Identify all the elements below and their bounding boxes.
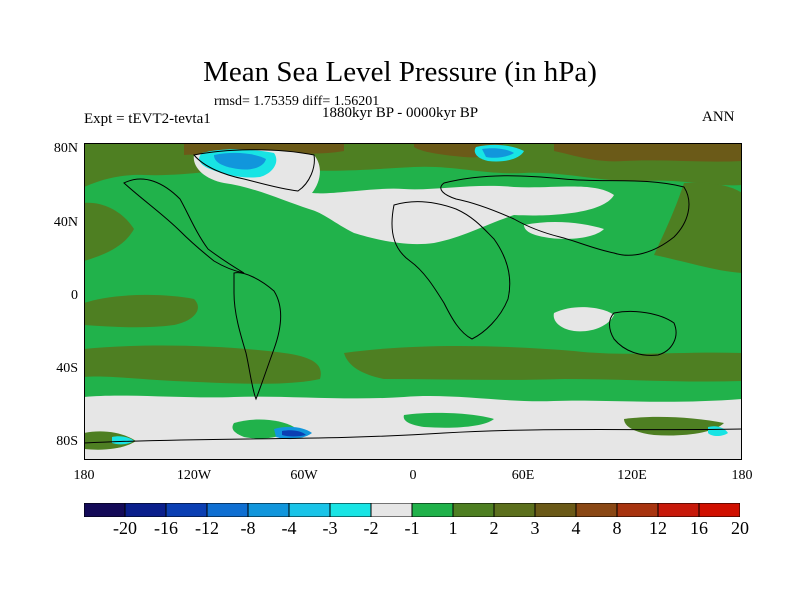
lon-tick-label: 180 bbox=[73, 468, 95, 483]
lon-tick-label: 180 bbox=[731, 468, 753, 483]
colorbar-label: 2 bbox=[489, 518, 499, 538]
colorbar-label: 12 bbox=[649, 518, 667, 538]
antarctic-cyan-anomaly bbox=[112, 436, 134, 445]
colorbar-swatch bbox=[575, 503, 618, 517]
colorbar-swatch bbox=[288, 503, 331, 517]
north-pacific-olive bbox=[84, 202, 134, 261]
colorbar-label: 16 bbox=[690, 518, 708, 538]
colorbar-swatch bbox=[534, 503, 577, 517]
colorbar-swatch bbox=[452, 503, 495, 517]
antarctic-olive-patch bbox=[84, 431, 136, 450]
arctic-blue-anomaly bbox=[482, 148, 514, 158]
experiment-label: Expt = tEVT2-tevta1 bbox=[84, 111, 211, 127]
colorbar-swatch bbox=[206, 503, 249, 517]
north-atlantic-gray bbox=[193, 149, 614, 245]
colorbar-swatch bbox=[329, 503, 372, 517]
lon-tick-label: 120E bbox=[617, 468, 647, 483]
pacific-olive bbox=[84, 294, 198, 328]
colorbar-label: -1 bbox=[404, 518, 420, 538]
colorbar-label: -4 bbox=[281, 518, 297, 538]
colorbar-swatch bbox=[657, 503, 700, 517]
colorbar-swatch bbox=[411, 503, 454, 517]
antarctic-olive-patch bbox=[624, 416, 724, 436]
rmsd-diff-stats: rmsd= 1.75359 diff= 1.56201 bbox=[214, 94, 380, 109]
colorbar-label: -8 bbox=[240, 518, 256, 538]
lon-tick-label: 60E bbox=[511, 468, 535, 483]
colorbar-swatch bbox=[124, 503, 167, 517]
colorbar-swatch bbox=[616, 503, 659, 517]
colorbar-swatch bbox=[370, 503, 413, 517]
colorbar-label: -12 bbox=[195, 518, 219, 538]
period-label: 1880kyr BP - 0000kyr BP bbox=[322, 105, 479, 121]
season-label: ANN bbox=[702, 109, 735, 125]
lat-tick-label: 40S bbox=[56, 361, 78, 376]
north-pacific-olive bbox=[654, 182, 742, 273]
antarctic-cyan-anomaly bbox=[708, 426, 728, 436]
map-frame bbox=[84, 143, 742, 460]
lon-tick-label: 0 bbox=[409, 468, 417, 483]
colorbar-swatch bbox=[493, 503, 536, 517]
colorbar-label: 4 bbox=[571, 518, 581, 538]
north-atlantic-gray bbox=[524, 222, 604, 239]
lat-tick-label: 80S bbox=[56, 434, 78, 449]
colorbar-label: -2 bbox=[363, 518, 379, 538]
antarctic-green-patch bbox=[403, 412, 494, 428]
colorbar-swatch bbox=[165, 503, 208, 517]
colorbar-label: 8 bbox=[612, 518, 622, 538]
lat-tick-label: 40N bbox=[53, 215, 78, 230]
lon-tick-label: 120W bbox=[176, 468, 212, 483]
lon-tick-label: 60W bbox=[290, 468, 318, 483]
lat-tick-label: 0 bbox=[71, 288, 78, 303]
colorbar-swatch bbox=[698, 503, 740, 517]
colorbar-label: -3 bbox=[322, 518, 338, 538]
lat-tick-label: 80N bbox=[53, 141, 78, 156]
greenland-blue-anomaly bbox=[214, 152, 266, 170]
colorbar-swatch bbox=[247, 503, 290, 517]
antarctic-deep-blue-anomaly bbox=[282, 430, 306, 437]
colorbar-label: 3 bbox=[530, 518, 540, 538]
antarctic-gray bbox=[84, 395, 742, 460]
colorbar-label: -16 bbox=[154, 518, 178, 538]
colorbar-label: 1 bbox=[448, 518, 458, 538]
colorbar-label: 20 bbox=[731, 518, 749, 538]
colorbar-swatch bbox=[84, 503, 126, 517]
indian-ocean-gray bbox=[553, 307, 614, 332]
arctic-brown-patch bbox=[554, 143, 742, 162]
pressure-map bbox=[84, 143, 742, 460]
southern-olive-band bbox=[84, 345, 321, 384]
colorbar-label: -20 bbox=[113, 518, 137, 538]
map-title: Mean Sea Level Pressure (in hPa) bbox=[203, 56, 597, 88]
coastlines bbox=[84, 149, 742, 444]
colorbar bbox=[84, 503, 740, 517]
